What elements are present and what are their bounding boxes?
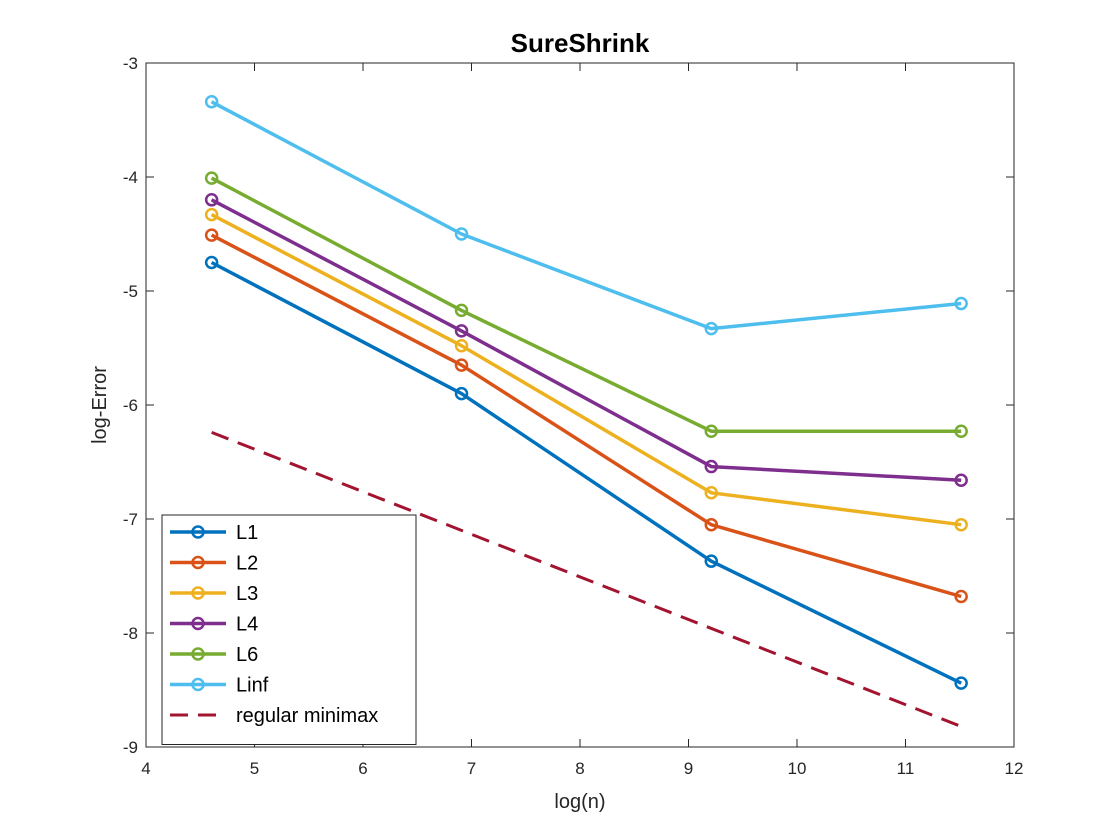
series-line-l6 bbox=[210, 176, 962, 433]
y-tick-label: -6 bbox=[123, 396, 138, 415]
series-point-l4 bbox=[954, 473, 968, 487]
series-point-l1 bbox=[704, 554, 719, 568]
legend-box bbox=[161, 514, 417, 745]
series-point-l3 bbox=[954, 517, 968, 532]
legend-label: L4 bbox=[236, 614, 258, 636]
series-point-l3 bbox=[704, 486, 719, 500]
series-point-l1 bbox=[454, 386, 469, 401]
legend-marker bbox=[191, 525, 205, 539]
legend-marker bbox=[191, 616, 205, 631]
series-point-l3 bbox=[454, 338, 469, 353]
x-tick-label: 4 bbox=[141, 759, 150, 778]
axes: 4 5 6 7 8 9 10 11 12 -3 -4 -5 -6 -7 -8 -9 bbox=[123, 54, 1024, 778]
chart-title: SureShrink bbox=[511, 28, 650, 58]
series-line-l3 bbox=[210, 213, 962, 527]
x-tick-label: 9 bbox=[684, 759, 693, 778]
reference-line-regular-minimax bbox=[211, 430, 962, 728]
x-tick-label: 7 bbox=[467, 759, 476, 778]
series-line-l1 bbox=[210, 260, 962, 685]
x-tick-label: 11 bbox=[897, 759, 915, 778]
series-point-l3 bbox=[204, 207, 219, 222]
x-tick-label: 6 bbox=[358, 759, 367, 778]
x-tick-label: 10 bbox=[788, 759, 807, 778]
series-line-l4 bbox=[210, 198, 962, 482]
legend-label: Linf bbox=[236, 675, 269, 697]
series-point-l2 bbox=[204, 228, 219, 242]
series-point-l4 bbox=[704, 459, 719, 474]
y-tick-label: -9 bbox=[123, 738, 138, 757]
y-tick-label: -8 bbox=[123, 624, 138, 643]
series-line-l2 bbox=[210, 233, 962, 599]
y-axis-label: log-Error bbox=[89, 366, 111, 444]
series-point-l6 bbox=[204, 171, 219, 185]
y-tick-label: -3 bbox=[123, 54, 138, 73]
series-point-l6 bbox=[704, 424, 719, 438]
legend-label: L6 bbox=[236, 644, 258, 666]
series-point-l1 bbox=[954, 676, 968, 690]
series-point-l2 bbox=[704, 517, 719, 532]
legend-marker bbox=[191, 647, 205, 661]
x-axis-label: log(n) bbox=[554, 791, 605, 813]
y-tick-label: -7 bbox=[123, 510, 138, 529]
legend-marker bbox=[191, 555, 205, 570]
legend-label: L2 bbox=[236, 553, 258, 575]
series-point-l6 bbox=[954, 424, 968, 438]
legend-marker bbox=[191, 677, 205, 692]
series-point-l4 bbox=[204, 193, 219, 207]
series-point-l6 bbox=[454, 303, 469, 318]
series-point-l2 bbox=[454, 358, 469, 372]
series-point-l1 bbox=[204, 255, 219, 270]
legend-label: regular minimax bbox=[236, 705, 378, 727]
series-point-linf bbox=[454, 227, 469, 241]
legend-label: L3 bbox=[236, 583, 258, 605]
y-tick-label: -4 bbox=[123, 168, 138, 187]
legend-label: L1 bbox=[236, 522, 258, 544]
y-tick-label: -5 bbox=[123, 282, 138, 301]
series-point-l4 bbox=[454, 324, 469, 338]
x-tick-label: 12 bbox=[1005, 759, 1024, 778]
plot-lines bbox=[204, 95, 968, 728]
series-point-linf bbox=[704, 321, 719, 336]
series-line-linf bbox=[210, 100, 962, 331]
x-tick-label: 8 bbox=[575, 759, 584, 778]
series-point-linf bbox=[954, 296, 968, 311]
x-tick-label: 5 bbox=[250, 759, 259, 778]
series-point-linf bbox=[204, 95, 219, 109]
legend: L1 L2 L3 L4 L6 Linf regular minimax bbox=[161, 514, 417, 745]
series-point-l2 bbox=[954, 589, 968, 604]
legend-marker bbox=[191, 586, 205, 600]
